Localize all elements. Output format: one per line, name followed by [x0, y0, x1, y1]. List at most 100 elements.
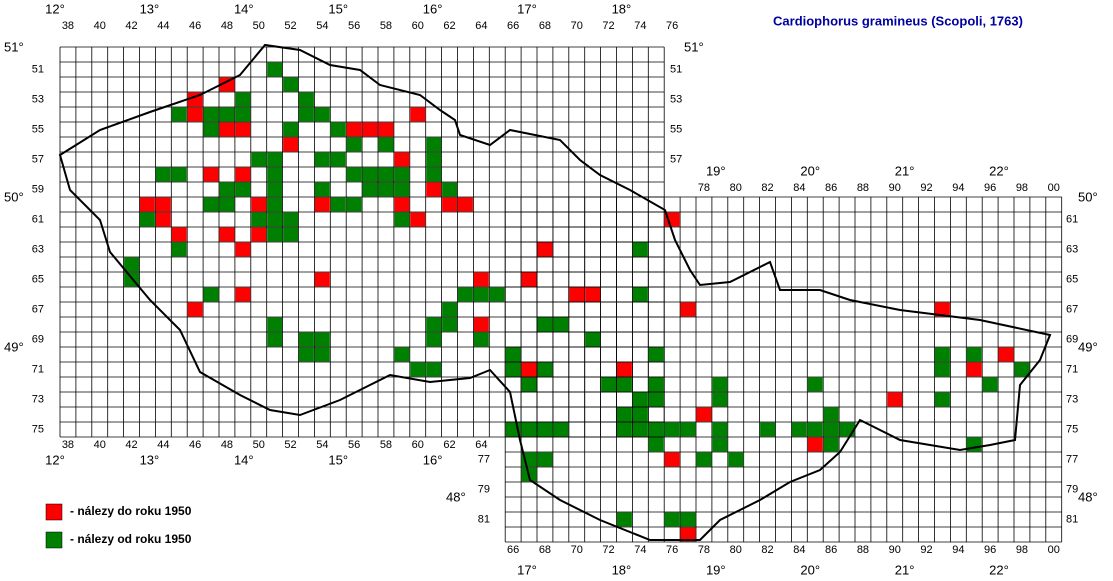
record-after-1950: [267, 197, 283, 212]
record-after-1950: [394, 182, 410, 197]
latitude-label: 48°: [446, 489, 466, 504]
longitude-label: 21°: [895, 163, 915, 178]
column-label: 96: [984, 182, 996, 194]
record-after-1950: [664, 422, 680, 437]
labels: 38 40 42 44 46 48 50 52 54 56 58 60 62 64 66 68 70 72 74 76…: [4, 1, 1098, 577]
column-label: 38: [62, 20, 74, 32]
record-after-1950: [632, 407, 648, 422]
legend-label: - nálezy do roku 1950: [70, 504, 192, 518]
record-after-1950: [171, 242, 187, 257]
column-label: 56: [348, 439, 360, 451]
latitude-label: 49°: [1078, 339, 1098, 354]
latitude-label: 49°: [4, 339, 24, 354]
record-after-1950: [505, 347, 521, 362]
row-label: 55: [670, 123, 682, 135]
record-after-1950: [648, 392, 664, 407]
record-after-1950: [219, 107, 235, 122]
record-after-1950: [632, 422, 648, 437]
column-label: 64: [475, 20, 487, 32]
column-label: 40: [94, 20, 106, 32]
record-after-1950: [219, 182, 235, 197]
grid: [59, 46, 1063, 543]
longitude-label: 17°: [517, 562, 537, 577]
record-after-1950: [823, 437, 839, 452]
row-label: 61: [1066, 213, 1078, 225]
column-label: 66: [507, 544, 519, 556]
record-after-1950: [171, 107, 187, 122]
record-after-1950: [267, 227, 283, 242]
column-label: 62: [443, 439, 455, 451]
column-label: 54: [316, 439, 328, 451]
row-label: 79: [1066, 483, 1078, 495]
column-label: 38: [62, 439, 74, 451]
record-before-1950: [219, 77, 235, 92]
record-before-1950: [442, 197, 457, 212]
column-label: 94: [952, 182, 964, 194]
record-after-1950: [426, 362, 442, 377]
record-after-1950: [346, 137, 362, 152]
record-after-1950: [617, 512, 632, 527]
row-label: 67: [1066, 303, 1078, 315]
column-label: 70: [571, 20, 583, 32]
record-after-1950: [728, 452, 744, 467]
record-after-1950: [283, 77, 298, 92]
column-label: 68: [539, 20, 551, 32]
record-before-1950: [203, 167, 219, 182]
column-label: 86: [825, 544, 837, 556]
row-label: 67: [32, 303, 44, 315]
column-label: 78: [698, 182, 710, 194]
record-after-1950: [219, 197, 235, 212]
column-label: 78: [698, 544, 710, 556]
record-after-1950: [251, 152, 267, 167]
column-label: 46: [189, 20, 201, 32]
record-after-1950: [267, 332, 283, 347]
longitude-label: 17°: [517, 1, 537, 16]
record-before-1950: [998, 347, 1014, 362]
record-after-1950: [155, 167, 171, 182]
record-after-1950: [553, 317, 569, 332]
record-after-1950: [935, 362, 950, 377]
row-label: 75: [1066, 423, 1078, 435]
longitude-label: 12°: [45, 452, 65, 467]
column-label: 60: [412, 20, 424, 32]
record-after-1950: [267, 62, 283, 77]
record-before-1950: [537, 242, 553, 257]
record-after-1950: [378, 182, 394, 197]
column-label: 74: [634, 544, 646, 556]
record-after-1950: [473, 332, 489, 347]
row-label: 79: [478, 483, 490, 495]
record-after-1950: [664, 512, 680, 527]
column-label: 44: [157, 20, 169, 32]
column-label: 82: [761, 182, 773, 194]
latitude-label: 48°: [1078, 489, 1098, 504]
record-after-1950: [442, 317, 457, 332]
record-after-1950: [394, 212, 410, 227]
column-label: 52: [284, 20, 296, 32]
row-label: 57: [670, 153, 682, 165]
map-title: Cardiophorus gramineus (Scopoli, 1763): [773, 13, 1023, 28]
record-after-1950: [362, 167, 378, 182]
record-before-1950: [473, 272, 489, 287]
column-label: 70: [571, 544, 583, 556]
record-after-1950: [807, 377, 823, 392]
record-before-1950: [378, 122, 394, 137]
latitude-label: 50°: [4, 189, 24, 204]
record-after-1950: [680, 512, 696, 527]
record-after-1950: [617, 377, 632, 392]
record-after-1950: [807, 422, 823, 437]
record-after-1950: [632, 242, 648, 257]
record-before-1950: [155, 212, 171, 227]
record-after-1950: [267, 152, 283, 167]
latitude-label: 50°: [1078, 189, 1098, 204]
border: [58, 43, 1052, 541]
record-before-1950: [219, 122, 235, 137]
record-after-1950: [537, 362, 553, 377]
record-before-1950: [346, 122, 362, 137]
column-label: 90: [889, 182, 901, 194]
column-label: 96: [984, 544, 996, 556]
column-label: 86: [825, 182, 837, 194]
record-after-1950: [426, 317, 442, 332]
record-after-1950: [410, 362, 426, 377]
latitude-label: 51°: [4, 39, 24, 54]
row-label: 69: [1066, 333, 1078, 345]
